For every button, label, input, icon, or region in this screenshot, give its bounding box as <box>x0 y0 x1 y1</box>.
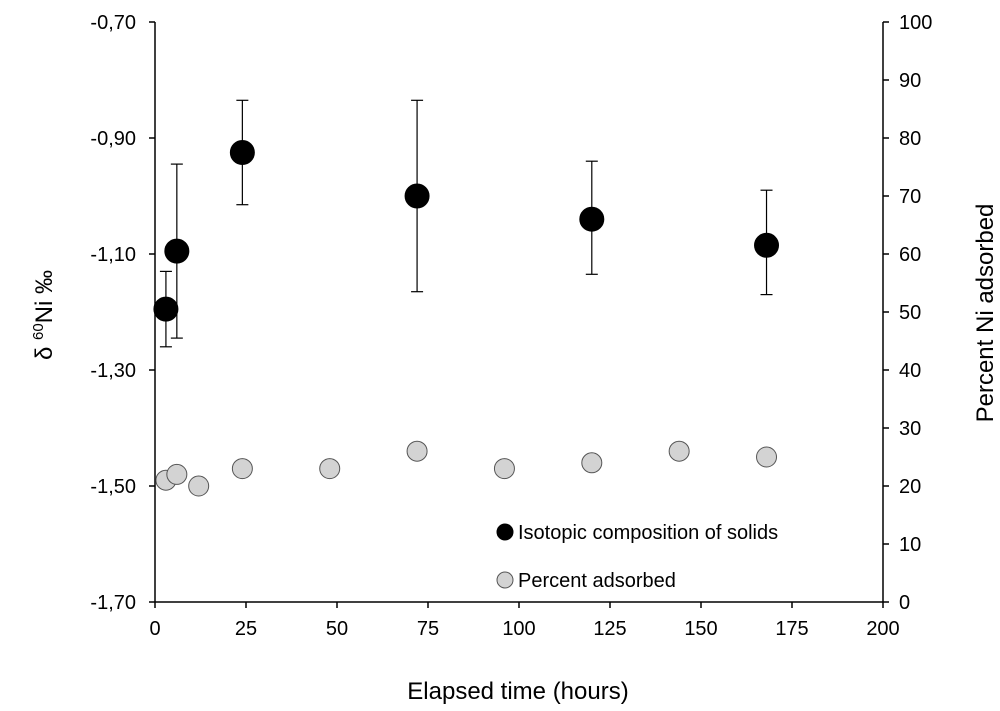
y-left-tick-label: -0,70 <box>90 12 136 34</box>
percent-adsorbed-point <box>756 446 778 468</box>
x-tick-label: 125 <box>593 618 626 640</box>
legend-marker-isotopic <box>496 523 514 541</box>
y-right-tick-label: 80 <box>899 128 921 150</box>
percent-adsorbed-point <box>166 463 188 485</box>
percent-adsorbed-point <box>188 475 210 497</box>
y-left-tick-label: -1,50 <box>90 476 136 498</box>
plot-area <box>154 22 884 603</box>
percent-adsorbed-point <box>581 452 603 474</box>
x-tick-label: 0 <box>149 618 160 640</box>
percent-adsorbed-point <box>406 440 428 462</box>
y-left-tick-label: -1,70 <box>90 592 136 614</box>
isotopic-composition-point <box>404 183 430 209</box>
data-points <box>153 140 780 497</box>
x-tick-label: 200 <box>866 618 899 640</box>
x-tick-label: 100 <box>502 618 535 640</box>
y-right-tick-label: 30 <box>899 418 921 440</box>
isotopic-composition-point <box>229 140 255 165</box>
y-axis-left: -0,70 -0,90 -1,10 -1,30 -1,50 -1,70 <box>90 12 155 614</box>
y-right-tick-label: 90 <box>899 70 921 92</box>
isotopic-composition-point <box>579 206 605 232</box>
isotopic-composition-point <box>153 296 179 322</box>
y-right-tick-label: 40 <box>899 360 921 382</box>
y-right-tick-label: 20 <box>899 476 921 498</box>
error-bars <box>159 99 773 348</box>
legend-marker-percent <box>496 571 514 589</box>
x-tick-label: 25 <box>235 618 257 640</box>
percent-adsorbed-point <box>231 458 253 480</box>
y-left-tick-label: -1,30 <box>90 360 136 382</box>
x-tick-label: 150 <box>684 618 717 640</box>
percent-adsorbed-point <box>493 458 515 480</box>
legend-label-isotopic: Isotopic composition of solids <box>518 522 778 544</box>
y-left-tick-label: -0,90 <box>90 128 136 150</box>
y-left-tick-label: -1,10 <box>90 244 136 266</box>
x-tick-label: 75 <box>417 618 439 640</box>
y-right-tick-label: 0 <box>899 592 910 614</box>
y-right-tick-label: 50 <box>899 302 921 324</box>
x-tick-label: 175 <box>775 618 808 640</box>
y-right-tick-label: 10 <box>899 534 921 556</box>
legend: Isotopic composition of solids Percent a… <box>496 522 778 592</box>
x-axis-title: Elapsed time (hours) <box>407 678 628 705</box>
isotopic-composition-point <box>164 238 190 264</box>
percent-adsorbed-point <box>668 440 690 462</box>
y-right-tick-label: 100 <box>899 12 932 34</box>
x-tick-label: 50 <box>326 618 348 640</box>
percent-adsorbed-point <box>319 458 341 480</box>
y-right-tick-label: 70 <box>899 186 921 208</box>
legend-label-percent: Percent adsorbed <box>518 570 676 592</box>
y-right-tick-label: 60 <box>899 244 921 266</box>
x-axis: 0 25 50 75 100 125 150 175 200 <box>149 602 900 640</box>
isotopic-composition-point <box>754 232 780 258</box>
y-axis-left-title: δ 60Ni ‰ <box>30 270 58 360</box>
y-axis-right-title: Percent Ni adsorbed <box>972 204 999 423</box>
